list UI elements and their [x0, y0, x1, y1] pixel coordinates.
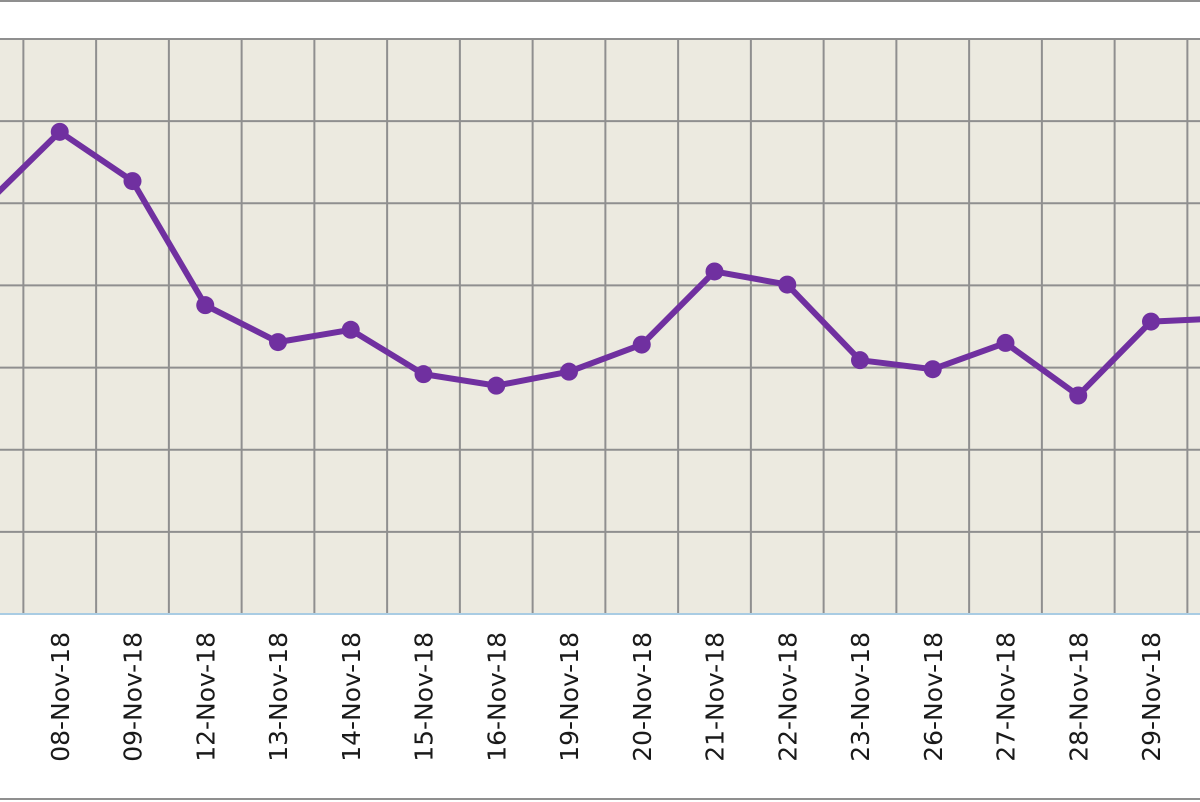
x-tick-labels: 08-Nov-18 09-Nov-18 12-Nov-18 13-Nov-18 14-N…: [46, 632, 1166, 762]
data-point: [487, 376, 506, 395]
series-line: [0, 128, 1200, 399]
x-tick-label: 21-Nov-18: [701, 632, 730, 762]
data-point: [1069, 386, 1088, 405]
gridlines: [0, 38, 1200, 614]
x-tick-label: 14-Nov-18: [337, 632, 366, 762]
data-point: [269, 333, 287, 352]
x-tick-label: 09-Nov-18: [119, 632, 148, 762]
x-tick-label: 26-Nov-18: [919, 632, 948, 762]
x-tick-label: 13-Nov-18: [264, 632, 293, 762]
data-point: [123, 172, 142, 191]
data-point: [996, 333, 1015, 352]
data-point: [851, 351, 869, 370]
x-tick-label: 22-Nov-18: [773, 632, 802, 762]
x-tick-label: 08-Nov-18: [46, 632, 75, 762]
data-point: [341, 320, 360, 339]
data-point: [778, 275, 797, 294]
plot-area: [0, 39, 1200, 614]
data-point: [414, 365, 433, 384]
x-tick-label: 23-Nov-18: [846, 632, 875, 762]
data-point: [632, 335, 651, 354]
data-point: [705, 262, 724, 281]
x-tick-label: 16-Nov-18: [482, 632, 511, 762]
x-tick-label: 15-Nov-18: [410, 632, 439, 762]
data-point: [196, 296, 215, 315]
x-tick-label: 20-Nov-18: [628, 632, 657, 762]
series-layer: [0, 122, 1200, 405]
x-tick-label: 12-Nov-18: [191, 632, 220, 762]
x-tick-label: 28-Nov-18: [1064, 632, 1093, 762]
data-point: [1142, 312, 1160, 331]
x-tick-label: 29-Nov-18: [1137, 632, 1166, 762]
data-point: [923, 360, 942, 379]
x-tick-label: 19-Nov-18: [555, 632, 584, 762]
data-point: [50, 122, 69, 141]
x-tick-label: 27-Nov-18: [992, 632, 1021, 762]
data-point: [560, 362, 578, 381]
